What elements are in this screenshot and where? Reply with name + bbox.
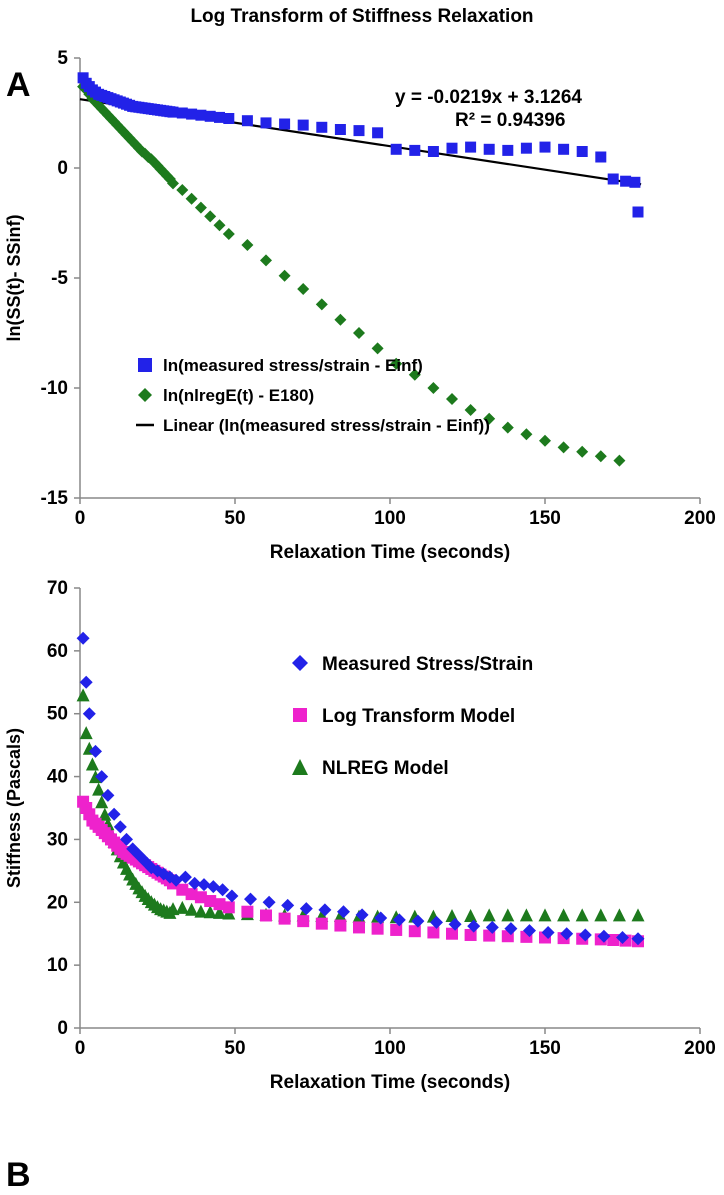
svg-text:Measured Stress/Strain: Measured Stress/Strain (322, 654, 533, 675)
panel-b-svg: 0 10 20 30 40 50 60 70 0 50 100 150 200 Stiffness (Pa… (0, 568, 724, 1107)
svg-text:60: 60 (47, 641, 68, 662)
y-axis-label-b: Stiffness (Pascals) (4, 728, 24, 888)
y-axis-label: ln(SS(t)- SSinf) (4, 215, 24, 342)
svg-text:Linear (ln(measured stress/str: Linear (ln(measured stress/strain - Einf… (163, 416, 490, 435)
svg-text:50: 50 (224, 508, 245, 529)
svg-text:50: 50 (47, 704, 68, 725)
y-axis-ticks: -15 -10 -5 0 5 (41, 48, 80, 509)
svg-text:200: 200 (684, 1038, 716, 1059)
y-axis-ticks-b: 0 10 20 30 40 50 60 70 (47, 578, 80, 1039)
svg-text:150: 150 (529, 508, 561, 529)
svg-text:ln(measured stress/strain - Ei: ln(measured stress/strain - Einf) (163, 356, 423, 375)
svg-text:40: 40 (47, 767, 68, 788)
chart-panel-title-container: Log Transform of Stiffness Relaxation (0, 0, 724, 28)
panel-a-container: A -15 -10 -5 0 5 0 50 100 150 200 ln(SS(t)- SSinf)… (0, 28, 724, 568)
svg-text:-15: -15 (41, 488, 69, 509)
svg-text:70: 70 (47, 578, 68, 599)
series-nlreg-points (77, 81, 625, 467)
svg-text:-5: -5 (51, 268, 68, 289)
svg-text:NLREG Model: NLREG Model (322, 758, 449, 779)
legend-item-0: ln(measured stress/strain - Einf) (138, 356, 423, 375)
svg-text:ln(nlregE(t) - E180): ln(nlregE(t) - E180) (163, 386, 314, 405)
svg-text:0: 0 (57, 1018, 68, 1039)
svg-text:20: 20 (47, 892, 68, 913)
legend-item-b-0: Measured Stress/Strain (292, 654, 533, 675)
svg-text:200: 200 (684, 508, 716, 529)
legend-item-1: ln(nlregE(t) - E180) (138, 386, 314, 405)
x-axis-ticks-b: 0 50 100 150 200 (75, 1028, 716, 1059)
equation-r2: R² = 0.94396 (455, 110, 565, 131)
x-axis-label-b: Relaxation Time (seconds) (270, 1072, 510, 1093)
legend-item-2: Linear (ln(measured stress/strain - Einf… (136, 416, 490, 435)
equation-line-1: y = -0.0219x + 3.1264 (395, 87, 582, 108)
svg-text:100: 100 (374, 1038, 406, 1059)
svg-text:30: 30 (47, 829, 68, 850)
svg-text:0: 0 (75, 1038, 86, 1059)
svg-text:150: 150 (529, 1038, 561, 1059)
x-axis-ticks: 0 50 100 150 200 (75, 498, 716, 529)
legend-item-b-1: Log Transform Model (293, 706, 515, 727)
svg-text:0: 0 (57, 158, 68, 179)
svg-text:-10: -10 (41, 378, 68, 399)
svg-text:100: 100 (374, 508, 406, 529)
legend-item-b-2: NLREG Model (292, 758, 449, 779)
svg-text:Log Transform Model: Log Transform Model (322, 706, 515, 727)
series-measured-points-b (77, 632, 645, 945)
panel-a-label: A (6, 66, 31, 105)
panel-b-container: B 0 10 20 30 40 50 60 70 0 50 100 150 200 Stiffness (… (0, 568, 724, 1107)
svg-text:10: 10 (47, 955, 68, 976)
svg-text:5: 5 (57, 48, 68, 69)
svg-text:50: 50 (224, 1038, 245, 1059)
chart-title: Log Transform of Stiffness Relaxation (0, 0, 724, 28)
panel-b-label: B (6, 1156, 31, 1195)
x-axis-label: Relaxation Time (seconds) (270, 542, 510, 563)
svg-text:0: 0 (75, 508, 86, 529)
